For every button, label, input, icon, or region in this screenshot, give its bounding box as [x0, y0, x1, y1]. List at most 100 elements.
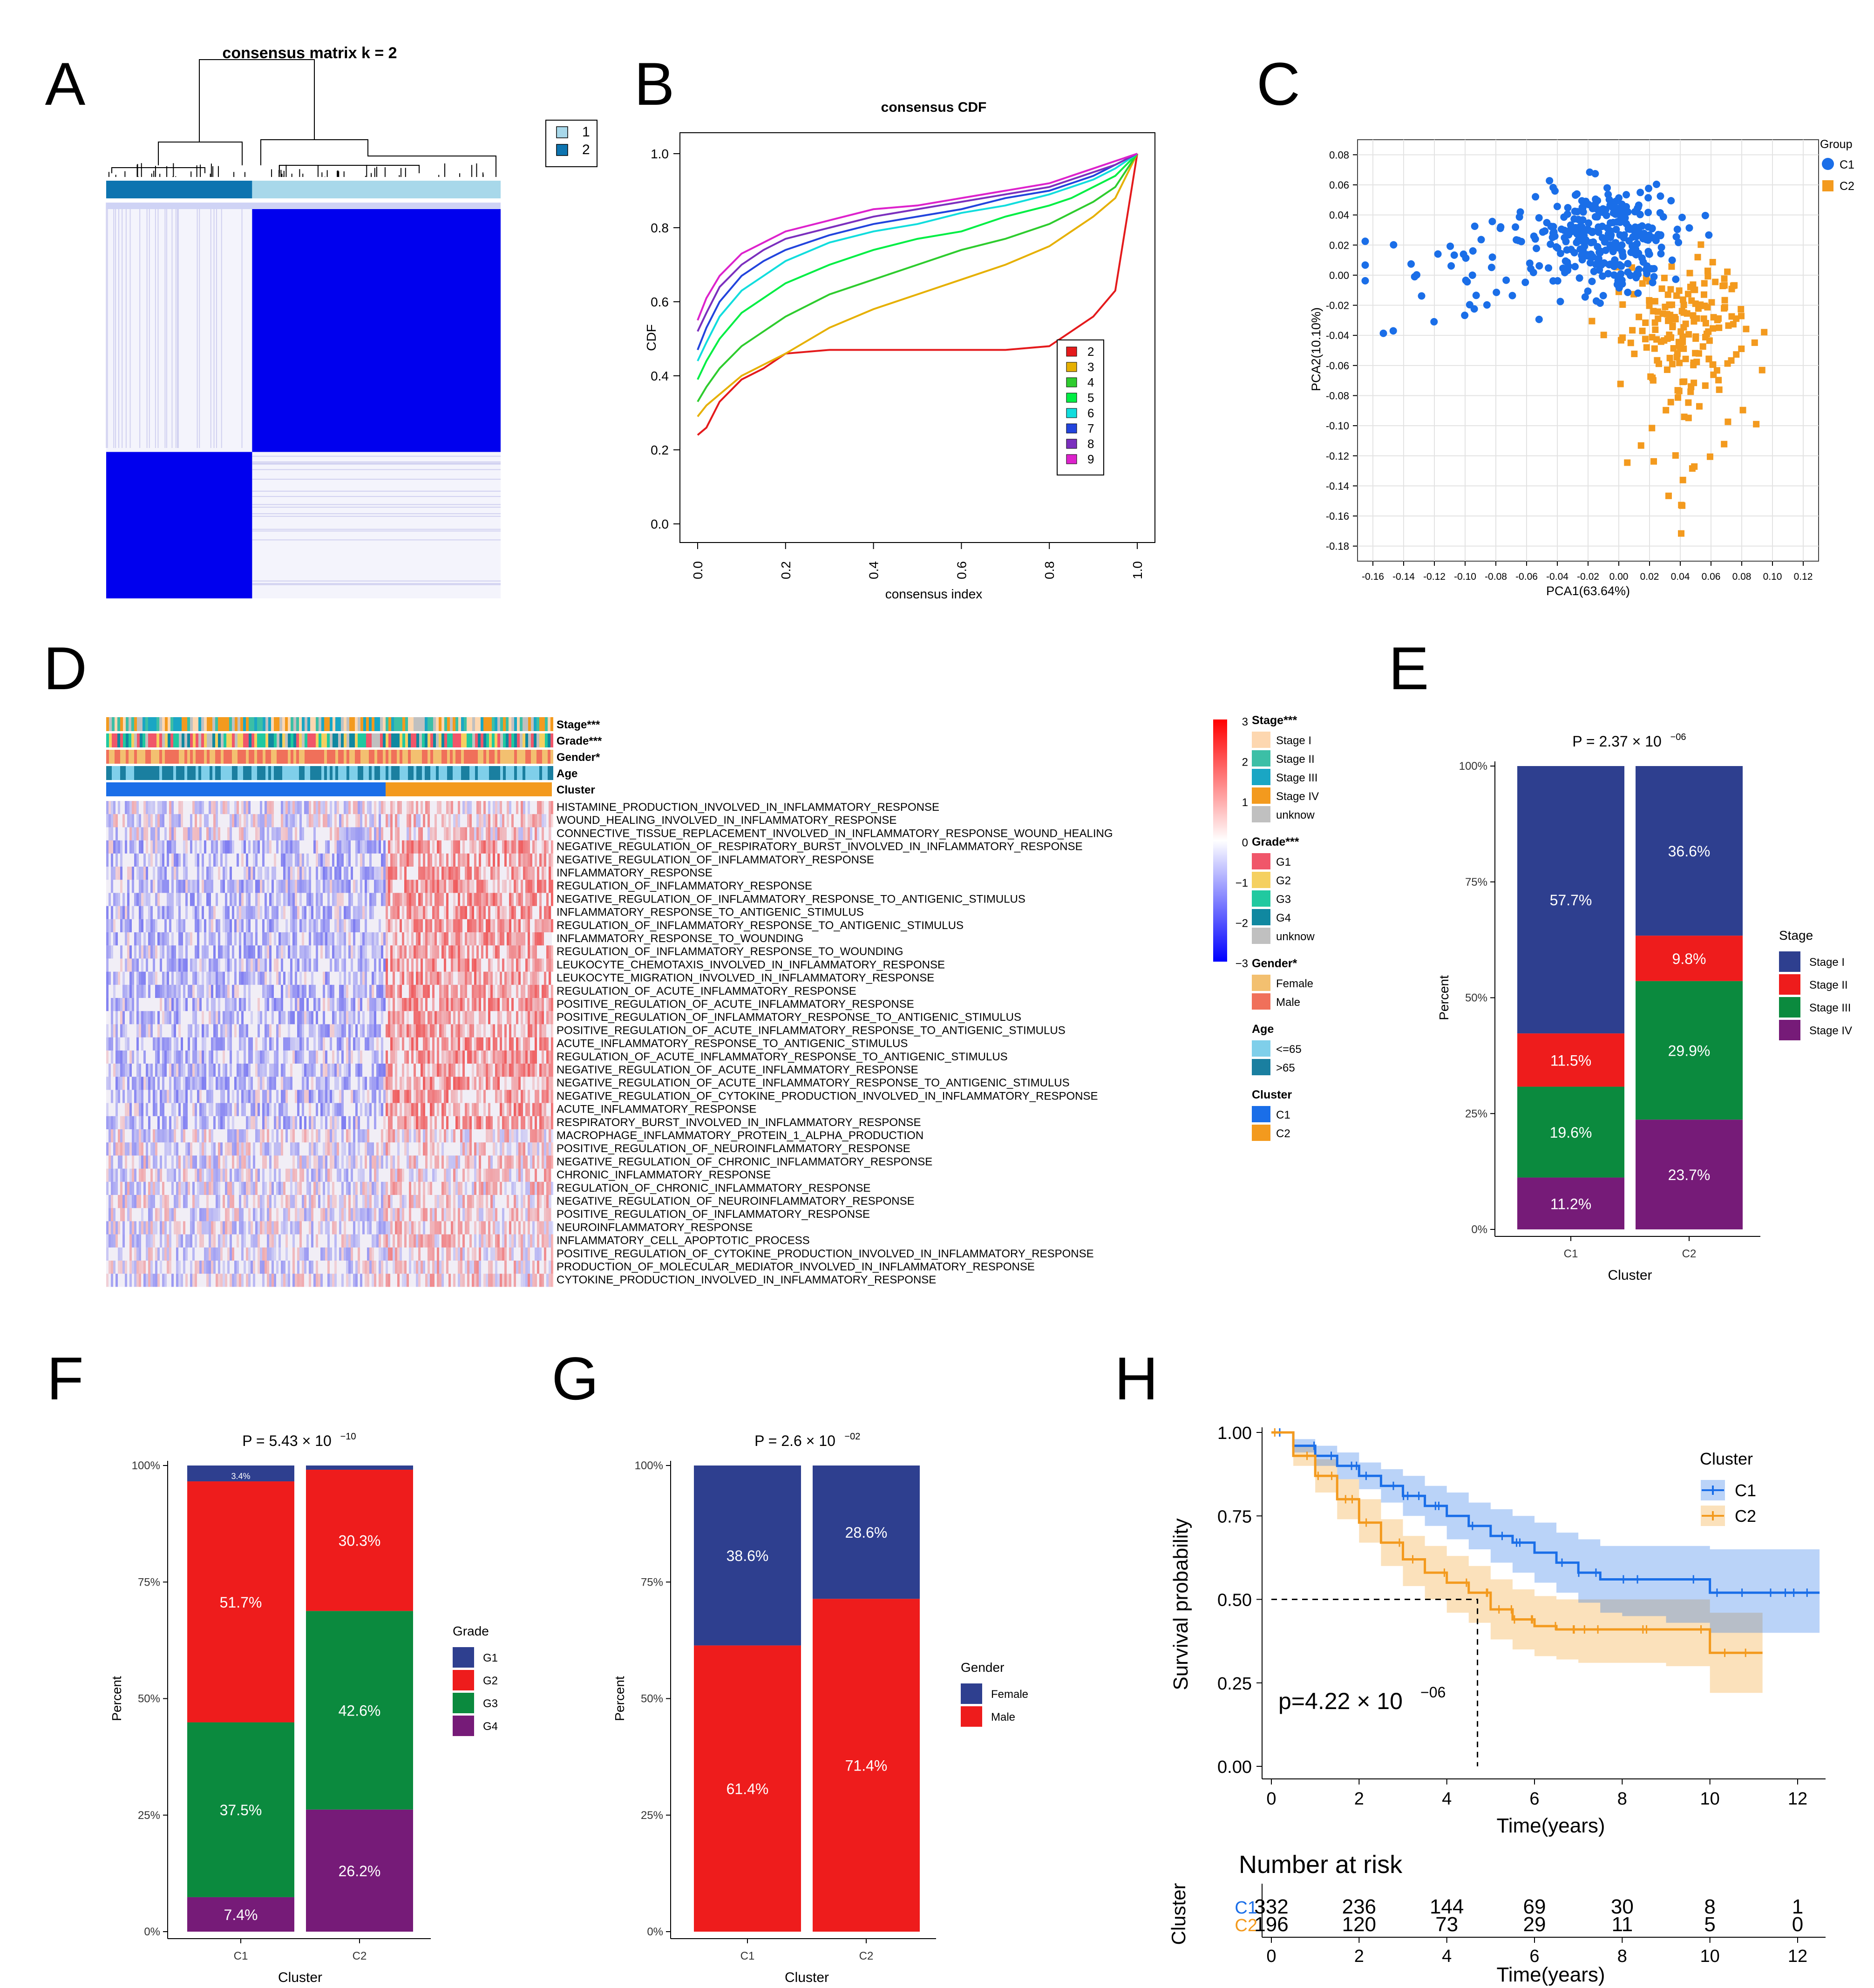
heatmap-cell	[379, 1064, 381, 1077]
heatmap-cell	[432, 867, 435, 880]
annotation-cell	[360, 750, 363, 764]
heatmap-cell	[516, 867, 518, 880]
heatmap-cell	[206, 945, 209, 959]
heatmap-cell	[174, 1090, 176, 1103]
heatmap-cell	[376, 932, 379, 946]
heatmap-cell	[134, 945, 136, 959]
heatmap-cell	[348, 919, 351, 932]
heatmap-cell	[316, 801, 318, 814]
heatmap-cell	[411, 998, 414, 1011]
heatmap-cell	[490, 1024, 493, 1038]
heatmap-cell	[185, 840, 188, 854]
annotation-cell	[531, 766, 534, 780]
point-C2	[1725, 418, 1731, 425]
heatmap-cell	[269, 1090, 272, 1103]
heatmap-cell	[341, 1129, 344, 1143]
heatmap-cell	[127, 1103, 129, 1116]
heatmap-cell	[197, 971, 199, 985]
point-C2	[1639, 327, 1646, 334]
heatmap-cell	[234, 1142, 237, 1156]
heatmap-cell	[111, 1155, 113, 1169]
heatmap-cell	[469, 1142, 472, 1156]
heatmap-cell	[218, 1142, 220, 1156]
heatmap-cell	[551, 840, 553, 854]
heatmap-cell	[339, 945, 341, 959]
heatmap-cell	[125, 1064, 127, 1077]
heatmap-cell	[139, 893, 141, 906]
heatmap-cell	[192, 1077, 195, 1090]
point-C2	[1655, 315, 1662, 322]
heatmap-cell	[164, 919, 167, 932]
heatmap-cell	[441, 1024, 444, 1038]
heatmap-cell	[507, 1050, 509, 1064]
heatmap-cell	[360, 867, 362, 880]
heatmap-cell	[453, 893, 455, 906]
heatmap-cell	[490, 1050, 493, 1064]
heatmap-cell	[150, 840, 153, 854]
annotation-cell	[338, 750, 341, 764]
heatmap-cell	[218, 998, 220, 1011]
heatmap-cell	[509, 1050, 511, 1064]
heatmap-cell	[176, 998, 178, 1011]
heatmap-cell	[514, 1050, 516, 1064]
heatmap-cell	[211, 932, 213, 946]
heatmap-cell	[316, 1142, 318, 1156]
heatmap-cell	[539, 1116, 542, 1129]
heatmap-cell	[111, 1037, 113, 1051]
heatmap-cell	[244, 1037, 246, 1051]
point-C1	[1610, 271, 1618, 279]
heatmap-cell	[169, 1011, 171, 1025]
heatmap-cell	[469, 1024, 472, 1038]
heatmap-cell	[211, 1129, 213, 1143]
heatmap-cell	[164, 932, 167, 946]
heatmap-cell	[386, 1155, 388, 1169]
heatmap-cell	[549, 853, 551, 867]
heatmap-cell	[190, 827, 192, 841]
heatmap-cell	[451, 932, 453, 946]
annotation-row	[106, 717, 553, 731]
heatmap-cell	[476, 1090, 479, 1103]
point-C1	[1579, 204, 1587, 212]
heatmap-cell	[311, 1024, 313, 1038]
heatmap-cell	[150, 1077, 153, 1090]
annotation-cell	[545, 750, 548, 764]
annotation-cell	[419, 766, 422, 780]
heatmap-cell	[462, 971, 465, 985]
point-C2	[1664, 291, 1671, 298]
heatmap-cell	[532, 984, 535, 998]
heatmap-cell	[150, 1024, 153, 1038]
heatmap-cell	[167, 971, 169, 985]
heatmap-cell	[421, 1050, 423, 1064]
heatmap-cell	[393, 853, 395, 867]
heatmap-cell	[146, 1077, 148, 1090]
heatmap-cell	[253, 906, 255, 919]
heatmap-cell	[160, 945, 162, 959]
heatmap-cell	[174, 945, 176, 959]
heatmap-cell	[195, 1103, 197, 1116]
point-C2	[1684, 310, 1691, 317]
heatmap-cell	[453, 880, 455, 893]
annotation-cell	[416, 750, 419, 764]
heatmap-cell	[136, 932, 139, 946]
heatmap-cell	[316, 1050, 318, 1064]
heatmap-cell	[111, 1090, 113, 1103]
heatmap-cell	[514, 971, 516, 985]
annotation-cell	[319, 733, 321, 747]
heatmap-cell	[337, 853, 339, 867]
heatmap-cell	[248, 945, 251, 959]
heatmap-cell	[288, 971, 290, 985]
heatmap-cell	[421, 867, 423, 880]
heatmap-cell	[467, 919, 469, 932]
heatmap-cell	[444, 880, 446, 893]
heatmap-cell	[367, 827, 369, 841]
heatmap-cell	[344, 958, 346, 972]
heatmap-cell	[358, 945, 360, 959]
heatmap-cell	[188, 932, 190, 946]
heatmap-cell	[346, 998, 348, 1011]
annotation-cell	[545, 733, 548, 747]
heatmap-cell	[472, 1103, 474, 1116]
heatmap-cell	[237, 814, 239, 828]
heatmap-cell	[467, 1129, 469, 1143]
annotation-cell	[335, 733, 338, 747]
point-C2	[1721, 441, 1728, 448]
